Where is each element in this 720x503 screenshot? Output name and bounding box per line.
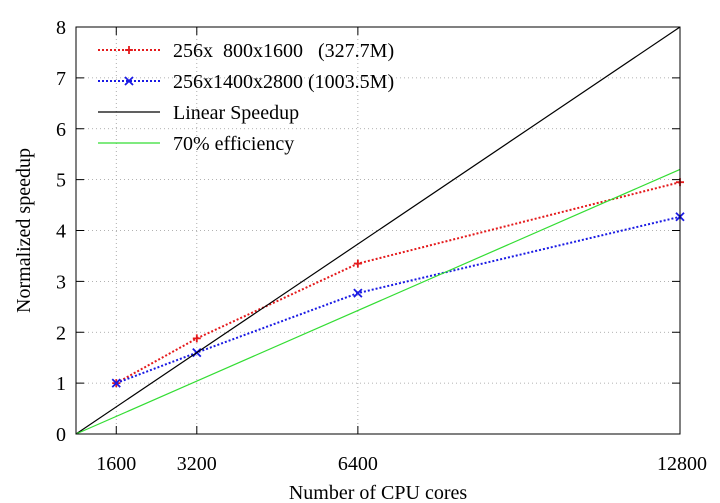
legend-label: Linear Speedup (173, 102, 299, 124)
y-tick-label: 5 (56, 170, 66, 192)
legend-label: 256x1400x2800 (1003.5M) (173, 71, 394, 93)
y-axis-label: Normalized speedup (13, 148, 35, 313)
x-tick-label: 12800 (657, 453, 707, 475)
legend: 256x 800x1600 (327.7M) 256x1400x2800 (100… (98, 40, 394, 155)
series-2 (75, 26, 681, 435)
x-tick-label: 3200 (177, 453, 217, 475)
y-tick-label: 3 (56, 271, 66, 293)
series-0 (112, 178, 684, 388)
legend-entry: 256x1400x2800 (1003.5M) (98, 71, 394, 93)
legend-entry: 70% efficiency (98, 133, 294, 155)
y-tick-label: 0 (56, 424, 66, 446)
y-tick-label: 7 (56, 68, 66, 90)
x-axis-label: Number of CPU cores (289, 482, 468, 503)
y-tick-label: 2 (56, 322, 66, 344)
series-line (115, 181, 681, 384)
y-tick-label: 4 (56, 221, 66, 243)
x-tick-label: 6400 (338, 453, 378, 475)
x-tick-label: 1600 (96, 453, 136, 475)
series-lines (75, 26, 685, 435)
series-1 (111, 212, 685, 388)
legend-entry: 256x 800x1600 (327.7M) (98, 40, 394, 62)
cross-marker (124, 76, 134, 86)
plus-marker (192, 334, 201, 343)
plus-marker (125, 46, 133, 54)
y-tick-label: 1 (56, 373, 66, 395)
legend-label: 256x 800x1600 (327.7M) (173, 40, 394, 62)
series-line (115, 215, 681, 385)
y-tick-label: 8 (56, 17, 66, 39)
series-3 (75, 168, 681, 435)
legend-entry: Linear Speedup (98, 102, 299, 124)
y-tick-label: 6 (56, 119, 66, 141)
cross-marker (111, 378, 121, 388)
series-line (75, 168, 681, 435)
plus-marker (353, 259, 362, 268)
legend-label: 70% efficiency (173, 133, 294, 155)
series-line (75, 26, 681, 435)
grid-lines (76, 27, 680, 434)
axis-ticks: 0 1 2 3 4 5 6 7 8 1600 3200 6400 12800 (56, 17, 707, 475)
cross-marker (353, 288, 363, 298)
